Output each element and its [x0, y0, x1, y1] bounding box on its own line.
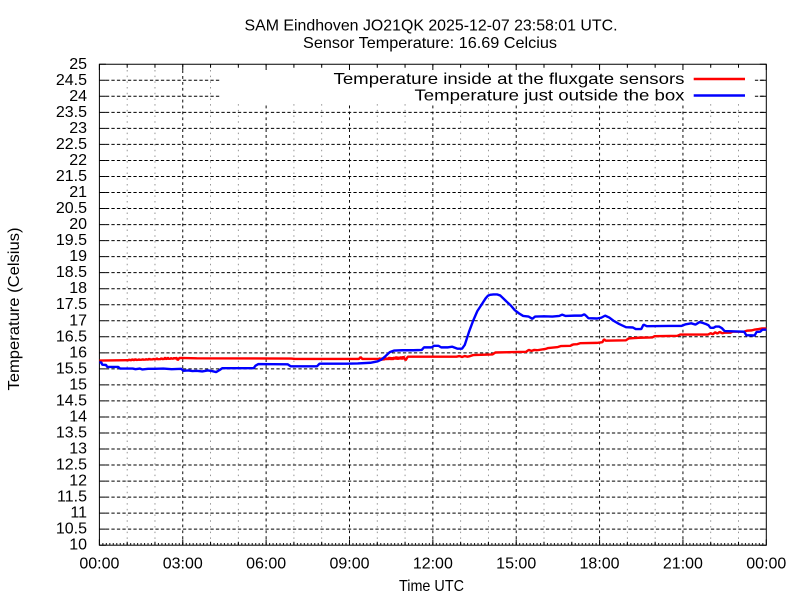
svg-text:09:00: 09:00	[329, 556, 369, 573]
svg-text:22: 22	[69, 152, 87, 169]
svg-text:06:00: 06:00	[246, 556, 286, 573]
svg-text:18.5: 18.5	[56, 264, 87, 281]
svg-text:21:00: 21:00	[663, 556, 703, 573]
svg-text:15:00: 15:00	[496, 556, 536, 573]
svg-text:Temperature (Celsius): Temperature (Celsius)	[6, 228, 23, 391]
svg-text:10: 10	[69, 537, 87, 554]
svg-text:13: 13	[69, 441, 87, 458]
svg-text:15.5: 15.5	[56, 360, 87, 377]
svg-text:00:00: 00:00	[746, 556, 786, 573]
svg-text:25: 25	[69, 56, 87, 73]
svg-text:19.5: 19.5	[56, 232, 87, 249]
svg-text:20: 20	[69, 216, 87, 233]
svg-text:11: 11	[70, 505, 87, 522]
svg-text:20.5: 20.5	[56, 200, 87, 217]
svg-text:18:00: 18:00	[580, 556, 620, 573]
svg-text:11.5: 11.5	[57, 489, 87, 506]
svg-text:23: 23	[69, 120, 87, 137]
svg-text:16.5: 16.5	[56, 328, 87, 345]
svg-text:14.5: 14.5	[56, 392, 87, 409]
svg-text:00:00: 00:00	[79, 556, 119, 573]
svg-text:18: 18	[69, 280, 87, 297]
svg-text:Time UTC: Time UTC	[399, 578, 464, 595]
svg-text:21.5: 21.5	[56, 168, 87, 185]
svg-text:15: 15	[69, 376, 87, 393]
svg-text:10.5: 10.5	[56, 521, 87, 538]
svg-text:13.5: 13.5	[56, 424, 87, 441]
svg-text:22.5: 22.5	[56, 136, 87, 153]
svg-text:12.5: 12.5	[56, 457, 87, 474]
svg-text:21: 21	[69, 184, 87, 201]
svg-text:17: 17	[69, 312, 87, 329]
svg-text:03:00: 03:00	[163, 556, 203, 573]
svg-text:12: 12	[69, 473, 87, 490]
svg-text:24.5: 24.5	[56, 72, 87, 89]
svg-text:Temperature inside at the flux: Temperature inside at the fluxgate senso…	[334, 71, 685, 88]
svg-text:Temperature just outside the b: Temperature just outside the box	[415, 88, 685, 105]
svg-text:12:00: 12:00	[413, 556, 453, 573]
svg-text:SAM Eindhoven JO21QK 2025-12-0: SAM Eindhoven JO21QK 2025-12-07 23:58:01…	[245, 18, 618, 35]
svg-text:19: 19	[69, 248, 87, 265]
svg-text:16: 16	[69, 344, 87, 361]
svg-text:23.5: 23.5	[56, 104, 87, 121]
svg-text:14: 14	[69, 408, 87, 425]
svg-text:Sensor Temperature: 16.69 Celc: Sensor Temperature: 16.69 Celcius	[303, 35, 557, 52]
svg-text:24: 24	[69, 88, 87, 105]
svg-text:17.5: 17.5	[56, 296, 87, 313]
